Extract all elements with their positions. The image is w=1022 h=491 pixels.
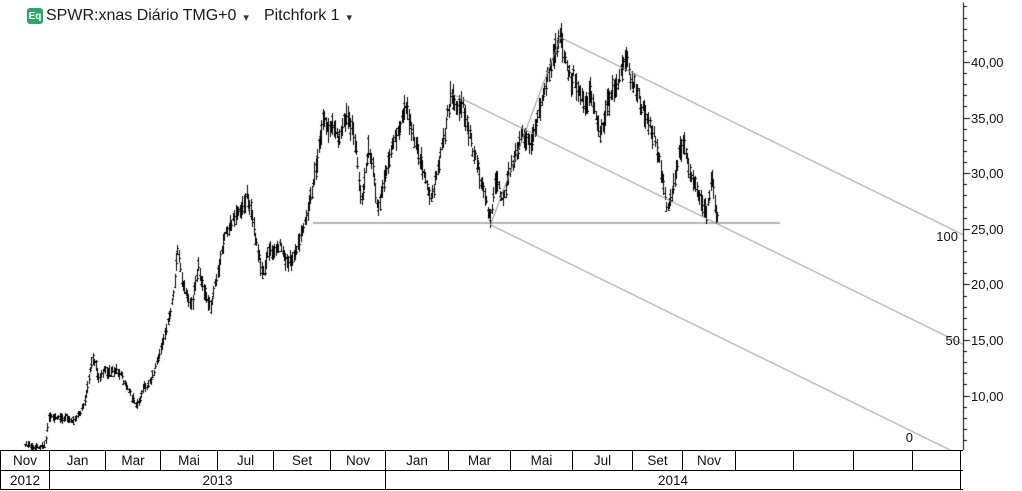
month-cell: Set [632, 451, 682, 470]
month-cell [912, 451, 961, 470]
month-cell: Nov [682, 451, 735, 470]
year-cell: 2014 [385, 471, 961, 490]
time-axis-month-row: Nov Jan Mar Mai Jul Set Nov Jan Mar Mai Jul Set Nov [0, 451, 963, 471]
month-cell: Set [273, 451, 330, 470]
chart-title: SPWR:xnas Diário TMG+0 [46, 7, 237, 24]
month-cell: Jul [217, 451, 273, 470]
equity-badge-icon: Eq [27, 8, 43, 24]
month-cell: Mar [448, 451, 510, 470]
month-cell: Mai [510, 451, 572, 470]
month-cell: Jan [49, 451, 105, 470]
price-tick-label: 20,00 [971, 277, 1004, 293]
month-cell: Jul [572, 451, 632, 470]
month-cell: Nov [330, 451, 385, 470]
month-cell [853, 451, 912, 470]
time-axis-year-row: 2012 2013 2014 [0, 471, 963, 490]
pitchfork-tool-label: Pitchfork 1 [263, 7, 340, 24]
price-tick-label: 40,00 [971, 55, 1004, 70]
month-cell: Mar [105, 451, 160, 470]
price-tick-label: 15,00 [971, 333, 1004, 348]
time-axis: Nov Jan Mar Mai Jul Set Nov Jan Mar Mai Jul Set Nov … [0, 450, 963, 490]
month-cell [735, 451, 793, 470]
pitchfork-level-label: 50 [945, 333, 960, 348]
price-tick-label: 10,00 [971, 388, 1004, 404]
price-chart-canvas[interactable] [0, 0, 1022, 450]
instrument-selector-button[interactable]: SPWR:xnas Diário TMG+0 ▾ [46, 7, 249, 25]
pitchfork-level-label: 0 [905, 430, 913, 445]
chart-toolbar: Eq SPWR:xnas Diário TMG+0 ▾ Pitchfork 1 … [27, 4, 352, 28]
month-cell: Jan [385, 451, 448, 470]
month-cell: Nov [0, 451, 49, 470]
chevron-down-icon: ▾ [346, 11, 353, 24]
year-cell: 2012 [0, 471, 49, 490]
month-cell [793, 451, 853, 470]
year-cell: 2013 [49, 471, 385, 490]
month-cell: Mai [160, 451, 217, 470]
price-tick-label: 25,00 [971, 221, 1004, 237]
price-tick-label: 30,00 [971, 166, 1004, 182]
chevron-down-icon: ▾ [243, 11, 249, 24]
pitchfork-level-label: 100 [936, 229, 958, 244]
price-tick-label: 35,00 [971, 110, 1004, 126]
pitchfork-tool-button[interactable]: Pitchfork 1 ▾ [264, 7, 352, 25]
